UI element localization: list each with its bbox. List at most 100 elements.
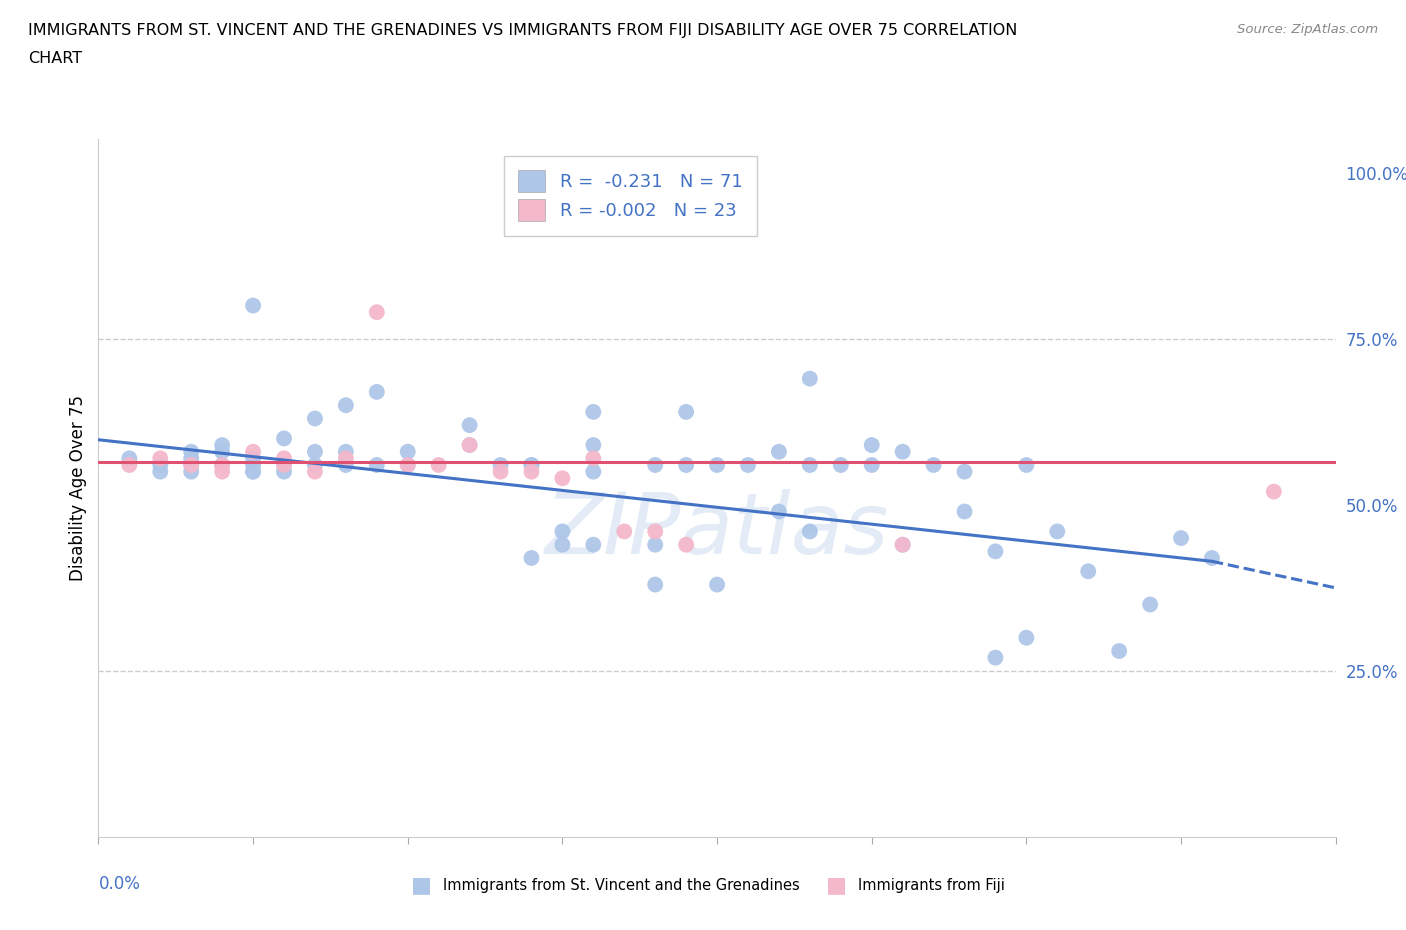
- Point: [768, 445, 790, 459]
- Point: [118, 458, 141, 472]
- Point: [149, 458, 172, 472]
- Point: [675, 538, 697, 552]
- Text: ZIPatlas: ZIPatlas: [546, 488, 889, 572]
- Point: [335, 458, 357, 472]
- Point: [242, 451, 264, 466]
- Point: [984, 650, 1007, 665]
- Point: [520, 458, 543, 472]
- Point: [830, 458, 852, 472]
- Point: [335, 445, 357, 459]
- Point: [273, 458, 295, 472]
- Point: [242, 445, 264, 459]
- Point: [211, 464, 233, 479]
- Point: [304, 464, 326, 479]
- Point: [551, 524, 574, 538]
- Point: [211, 458, 233, 472]
- Point: [551, 471, 574, 485]
- Point: [211, 438, 233, 453]
- Point: [149, 464, 172, 479]
- Point: [891, 445, 914, 459]
- Point: [1170, 531, 1192, 546]
- Point: [396, 458, 419, 472]
- Point: [211, 445, 233, 459]
- Point: [180, 458, 202, 472]
- Point: [1077, 564, 1099, 578]
- Point: [396, 458, 419, 472]
- Point: [335, 398, 357, 413]
- Point: [180, 464, 202, 479]
- Point: [582, 451, 605, 466]
- Point: [366, 384, 388, 399]
- Point: [149, 451, 172, 466]
- Point: [582, 538, 605, 552]
- Text: Source: ZipAtlas.com: Source: ZipAtlas.com: [1237, 23, 1378, 36]
- Point: [211, 458, 233, 472]
- Point: [953, 504, 976, 519]
- Point: [1139, 597, 1161, 612]
- Point: [984, 544, 1007, 559]
- Point: [458, 418, 481, 432]
- Point: [644, 458, 666, 472]
- Point: [768, 504, 790, 519]
- Point: [891, 538, 914, 552]
- Point: [799, 371, 821, 386]
- Point: [304, 445, 326, 459]
- Point: [273, 464, 295, 479]
- Y-axis label: Disability Age Over 75: Disability Age Over 75: [69, 395, 87, 581]
- Text: IMMIGRANTS FROM ST. VINCENT AND THE GRENADINES VS IMMIGRANTS FROM FIJI DISABILIT: IMMIGRANTS FROM ST. VINCENT AND THE GREN…: [28, 23, 1018, 38]
- Point: [180, 458, 202, 472]
- Point: [1263, 485, 1285, 499]
- Point: [1201, 551, 1223, 565]
- Point: [304, 458, 326, 472]
- Legend: R =  -0.231   N = 71, R = -0.002   N = 23: R = -0.231 N = 71, R = -0.002 N = 23: [503, 155, 756, 235]
- Point: [118, 451, 141, 466]
- Point: [242, 458, 264, 472]
- Point: [860, 458, 883, 472]
- Point: [396, 445, 419, 459]
- Point: [1108, 644, 1130, 658]
- Point: [551, 538, 574, 552]
- Point: [427, 458, 450, 472]
- Point: [799, 524, 821, 538]
- Point: [520, 551, 543, 565]
- Point: [304, 411, 326, 426]
- Point: [242, 299, 264, 313]
- Point: [458, 438, 481, 453]
- Text: Immigrants from St. Vincent and the Grenadines: Immigrants from St. Vincent and the Gren…: [443, 878, 800, 893]
- Point: [1015, 631, 1038, 645]
- Point: [242, 464, 264, 479]
- Point: [273, 458, 295, 472]
- Point: [860, 438, 883, 453]
- Point: [335, 451, 357, 466]
- Point: [520, 458, 543, 472]
- Point: [366, 305, 388, 320]
- Point: [489, 458, 512, 472]
- Point: [180, 445, 202, 459]
- Point: [799, 458, 821, 472]
- Point: [273, 431, 295, 445]
- Point: [458, 438, 481, 453]
- Point: [273, 451, 295, 466]
- Point: [675, 458, 697, 472]
- Point: [180, 451, 202, 466]
- Point: [582, 405, 605, 419]
- Point: [644, 538, 666, 552]
- Point: [922, 458, 945, 472]
- Point: [1015, 458, 1038, 472]
- Point: [737, 458, 759, 472]
- Point: [242, 464, 264, 479]
- Point: [613, 524, 636, 538]
- Text: Immigrants from Fiji: Immigrants from Fiji: [858, 878, 1004, 893]
- Point: [520, 464, 543, 479]
- Point: [706, 458, 728, 472]
- Text: 0.0%: 0.0%: [98, 875, 141, 894]
- Text: CHART: CHART: [28, 51, 82, 66]
- Point: [644, 578, 666, 592]
- Point: [366, 458, 388, 472]
- Point: [644, 524, 666, 538]
- Point: [582, 464, 605, 479]
- Text: ■: ■: [827, 875, 846, 896]
- Point: [582, 438, 605, 453]
- Point: [489, 464, 512, 479]
- Text: ■: ■: [412, 875, 432, 896]
